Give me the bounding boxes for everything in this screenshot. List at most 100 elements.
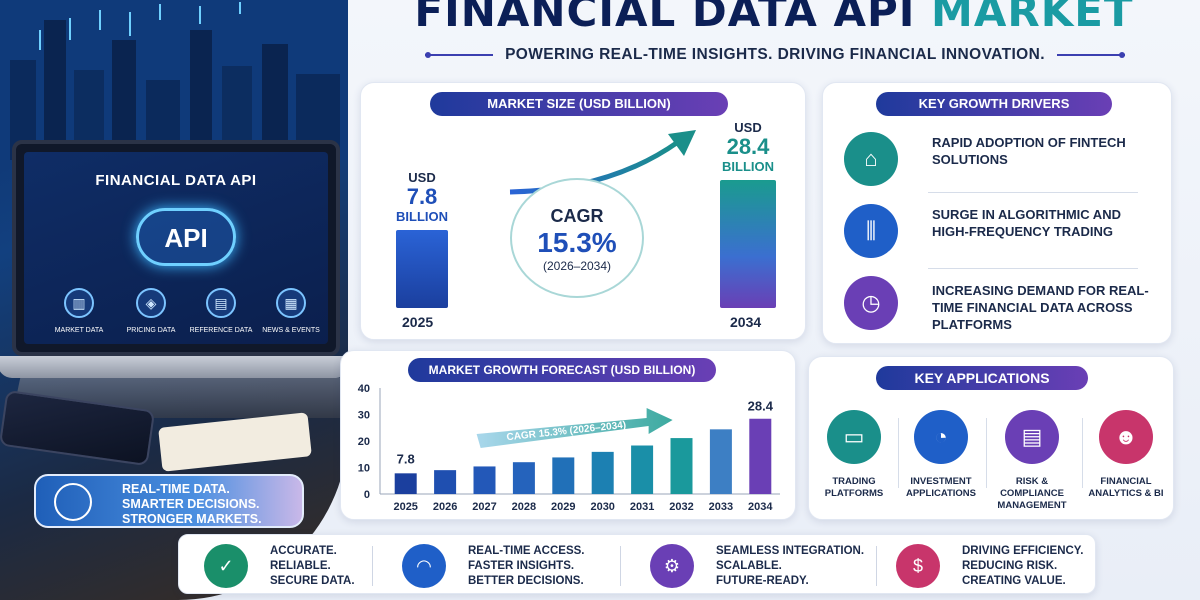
app-label: RISK & COMPLIANCE MANAGEMENT [997,476,1067,511]
people-icon: ☻ [1099,410,1153,464]
feature-text: SEAMLESS INTEGRATION. SCALABLE. FUTURE-R… [716,544,886,589]
end-bar [720,180,776,308]
driver-text: SURGE IN ALGORITHMIC AND HIGH-FREQUENCY … [932,207,1121,239]
chart-bar [670,438,693,494]
chart-bar [473,466,496,494]
feature-text: REAL-TIME ACCESS. FASTER INSIGHTS. BETTE… [468,544,638,589]
app-label: FINANCIAL ANALYTICS & BI [1088,476,1164,499]
app-divider [1082,418,1083,488]
screen-item-label: MARKET DATA [54,327,104,334]
chart-bar [394,473,417,494]
screen-item-label: PRICING DATA [126,327,176,334]
app-item-analytics: ☻ FINANCIAL ANALYTICS & BI [1082,410,1170,500]
chart-bar [709,429,732,494]
market-size-heading: MARKET SIZE (USD BILLION) [430,92,728,116]
trading-monitor-icon: ▭ [827,410,881,464]
api-cloud-icon: API [136,208,236,266]
data-label-last: 28.4 [748,399,774,414]
speedometer-icon: ◠ [402,544,446,588]
driver-divider [928,268,1138,269]
app-item-trading: ▭ TRADING PLATFORMS [810,410,898,500]
data-label-first: 7.8 [397,451,415,466]
feature-line: RELIABLE. [270,560,331,572]
page-title: FINANCIAL DATA API MARKET [348,0,1200,36]
chart-bar [434,470,457,494]
screen-item-pricing-data: ◈ PRICING DATA [116,288,186,336]
subtitle-rule-left [425,52,494,58]
screen-item-reference-data: ▤ REFERENCE DATA [186,288,256,336]
bar-chart-icon: ▥ [64,288,94,318]
feature-strip [178,534,1096,594]
price-tag-icon: ◈ [136,288,166,318]
driver-divider [928,192,1138,193]
driver-item-realtime: ◷ INCREASING DEMAND FOR REAL-TIME FINANC… [836,272,1166,338]
feature-text: ACCURATE. RELIABLE. SECURE DATA. [270,544,440,589]
app-divider [898,418,899,488]
x-tick-label: 2027 [472,501,496,513]
screen-item-market-data: ▥ MARKET DATA [44,288,114,336]
chart-bar [631,445,654,494]
feature-line: FUTURE-READY. [716,575,809,587]
feature-line: FASTER INSIGHTS. [468,560,575,572]
x-tick-label: 2029 [551,501,575,513]
chart-bar [512,462,535,494]
title-part-2: MARKET [931,0,1134,36]
tagline-line-2: SMARTER DECISIONS. [122,497,260,511]
app-divider [986,418,987,488]
cagr-circle: CAGR 15.3% (2026–2034) [510,178,644,298]
shield-check-icon: ✓ [204,544,248,588]
start-value: 7.8 [406,184,438,209]
laptop: FINANCIAL DATA API API ▥ MARKET DATA ◈ P… [12,140,340,356]
title-part-1: FINANCIAL DATA API [414,0,916,36]
screen-item-label: NEWS & EVENTS [262,327,320,334]
end-value: 28.4 [726,134,770,159]
pie-chart-icon: ◔ [914,410,968,464]
x-tick-label: 2026 [433,501,457,513]
y-tick-label: 0 [364,489,370,501]
driver-text: RAPID ADOPTION OF FINTECH SOLUTIONS [932,135,1126,167]
cloud-gear-icon: ⚙ [650,544,694,588]
x-tick-label: 2030 [590,501,614,513]
y-tick-label: 10 [358,463,370,475]
applications-heading: KEY APPLICATIONS [876,366,1088,390]
subtitle-row: POWERING REAL-TIME INSIGHTS. DRIVING FIN… [360,44,1190,66]
app-label: INVESTMENT APPLICATIONS [905,476,977,499]
start-currency: USD [408,170,436,185]
feature-line: CREATING VALUE. [962,575,1066,587]
dollar-cycle-icon: $ [896,544,940,588]
chart-title: MARKET GROWTH FORECAST (USD BILLION) [408,358,716,382]
notebook [158,412,312,472]
subtitle-rule-right [1056,52,1125,58]
cagr-label: CAGR [550,206,604,226]
city-skyline [0,0,348,160]
feature-line: ACCURATE. [270,545,337,557]
app-label: TRADING PLATFORMS [824,476,884,499]
feature-line: SEAMLESS INTEGRATION. [716,545,865,557]
driver-item-algorithmic: ⫼ SURGE IN ALGORITHMIC AND HIGH-FREQUENC… [836,200,1166,266]
x-tick-label: 2028 [512,501,536,513]
x-tick-label: 2033 [709,501,733,513]
screen-item-news-events: ▦ NEWS & EVENTS [256,288,326,336]
clipboard-icon: ▤ [1005,410,1059,464]
x-tick-label: 2032 [669,501,693,513]
x-tick-label: 2031 [630,501,654,513]
feature-line: BETTER DECISIONS. [468,575,584,587]
cagr-period: (2026–2034) [542,259,612,273]
cagr-value: 15.3% [537,227,617,258]
screen-title: FINANCIAL DATA API [95,172,257,189]
y-tick-label: 20 [358,436,370,448]
drivers-heading: KEY GROWTH DRIVERS [876,92,1112,116]
feature-line: SCALABLE. [716,560,782,572]
app-item-risk: ▤ RISK & COMPLIANCE MANAGEMENT [988,410,1076,512]
feature-line: SECURE DATA. [270,575,355,587]
app-item-investment: ◔ INVESTMENT APPLICATIONS [897,410,985,500]
news-icon: ▦ [276,288,306,318]
start-unit: BILLION [396,209,448,224]
feature-text: DRIVING EFFICIENCY. REDUCING RISK. CREAT… [962,544,1132,589]
driver-text: INCREASING DEMAND FOR REAL-TIME FINANCIA… [932,283,1149,332]
y-tick-label: 30 [358,410,370,422]
x-tick-label: 2034 [748,501,773,513]
chart-bar [552,457,575,494]
feature-line: DRIVING EFFICIENCY. [962,545,1084,557]
